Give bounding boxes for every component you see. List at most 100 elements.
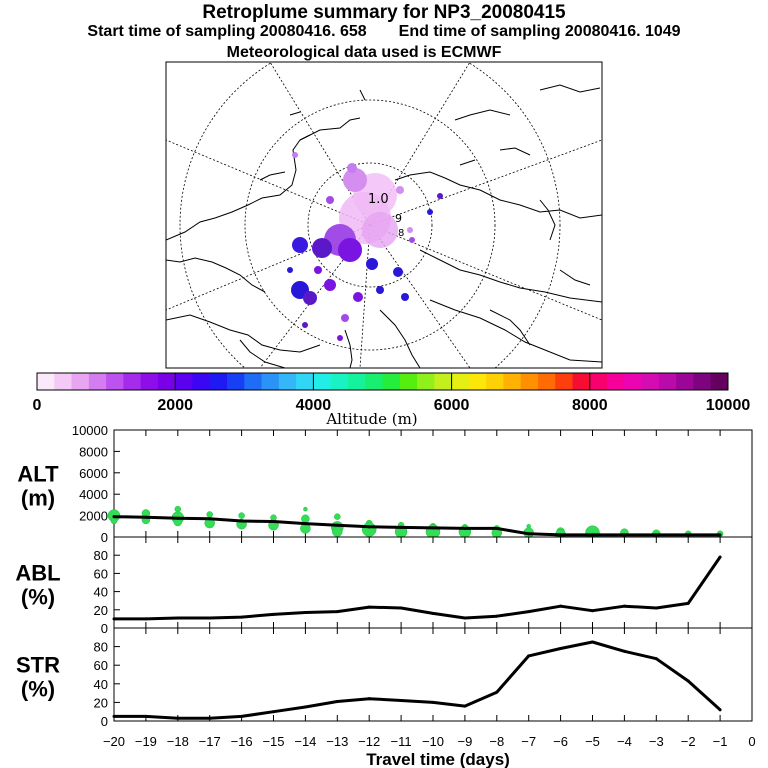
x-tick-label: −3 xyxy=(649,734,664,749)
coastlines xyxy=(166,84,602,368)
colorbar-segment xyxy=(140,373,159,390)
scatter-point xyxy=(174,505,182,513)
colorbar-segment xyxy=(503,373,522,390)
series-line xyxy=(114,556,722,621)
x-tick-label: −12 xyxy=(358,734,380,749)
x-tick-label: −8 xyxy=(489,734,504,749)
y-tick-label: 40 xyxy=(94,677,108,692)
scatter-point xyxy=(361,522,377,537)
series-point xyxy=(463,526,467,530)
y-tick-label: 60 xyxy=(94,566,108,581)
sampling-times: Start time of sampling 20080416. 658 End … xyxy=(0,23,768,41)
chart-str: 0 20 40 60 80 STR(%) xyxy=(16,627,753,729)
colorbar-segment xyxy=(676,373,694,390)
x-tick-label: −10 xyxy=(422,734,444,749)
series-point xyxy=(431,611,435,615)
series-point xyxy=(654,533,658,537)
series-point xyxy=(622,649,626,653)
series-point xyxy=(240,615,244,619)
series-point xyxy=(559,604,563,608)
series-point xyxy=(144,515,148,519)
colorbar-segment xyxy=(382,373,401,390)
series-line xyxy=(114,640,722,720)
end-time: End time of sampling 20080416. 1049 xyxy=(398,23,681,40)
colorbar-segment xyxy=(37,373,55,390)
series-point xyxy=(399,606,403,610)
series-point xyxy=(303,522,307,526)
scatter-point xyxy=(206,511,213,518)
series-point xyxy=(527,654,531,658)
series-point xyxy=(718,555,722,559)
colorbar-segment xyxy=(589,373,608,390)
colorbar-segment xyxy=(227,373,245,390)
colorbar-segment xyxy=(261,373,280,390)
series-point xyxy=(431,700,435,704)
colorbar-segment xyxy=(71,373,90,390)
series-point xyxy=(272,710,275,714)
series-point xyxy=(335,610,339,614)
series-point xyxy=(208,517,212,521)
colorbar-segment xyxy=(641,373,660,390)
x-tick-label: −14 xyxy=(294,734,316,749)
series-point xyxy=(367,525,371,529)
series-point xyxy=(686,601,690,605)
series-point xyxy=(208,616,212,620)
x-tick-label: −2 xyxy=(681,734,696,749)
colorbar-segment xyxy=(555,373,574,390)
series-point xyxy=(591,640,594,644)
x-tick-label: −20 xyxy=(103,734,125,749)
met-data-label: Meteorological data used is ECMWF xyxy=(226,44,502,61)
series-point xyxy=(463,704,467,708)
scatter-point xyxy=(332,526,343,537)
plot-frame xyxy=(113,627,753,722)
series-point xyxy=(112,515,116,519)
series-point xyxy=(208,716,212,720)
colorbar-tick-label: 0 xyxy=(33,397,42,414)
series-point xyxy=(176,616,180,620)
contour-label-3: 8 xyxy=(398,228,404,239)
series-point xyxy=(718,533,722,537)
y-tick-label: 60 xyxy=(94,658,108,673)
colorbar-segment xyxy=(157,373,176,390)
series-point xyxy=(463,616,467,620)
x-tick-label: −1 xyxy=(713,734,728,749)
y-tick-label: 4000 xyxy=(79,487,108,502)
x-tick-label: −9 xyxy=(457,734,472,749)
colorbar-segment xyxy=(468,373,487,390)
series-point xyxy=(112,617,116,621)
series-point xyxy=(527,610,531,614)
series-point xyxy=(591,533,594,537)
series-point xyxy=(144,714,148,718)
scatter-point xyxy=(238,512,245,519)
colorbar-segment xyxy=(88,373,107,390)
scatter-point xyxy=(334,513,341,520)
y-axis-label: ABL xyxy=(15,561,60,586)
series-point xyxy=(240,519,244,523)
start-time: Start time of sampling 20080416. 658 xyxy=(87,23,367,40)
x-tick-label: −6 xyxy=(553,734,568,749)
scatter-point xyxy=(303,506,308,512)
y-tick-label: 0 xyxy=(101,530,108,545)
y-tick-label: 40 xyxy=(94,585,108,600)
colorbar-segment xyxy=(106,373,124,390)
colorbar-segment xyxy=(607,373,625,390)
series-point xyxy=(654,606,658,610)
colorbar-segment xyxy=(192,373,211,390)
series-point xyxy=(527,532,531,536)
series-point xyxy=(622,604,626,608)
colorbar-segment xyxy=(175,373,193,390)
series-point xyxy=(303,611,307,615)
series-point xyxy=(495,614,499,618)
colorbar-segment xyxy=(278,373,297,390)
colorbar-segment xyxy=(54,373,73,390)
series-point xyxy=(367,697,371,701)
series-point xyxy=(686,679,690,683)
x-tick-label: −19 xyxy=(135,734,157,749)
colorbar-segment xyxy=(330,373,349,390)
colorbar-segment xyxy=(710,373,729,390)
series-point xyxy=(176,716,180,720)
contour-label-2: 9 xyxy=(395,212,402,225)
series-point xyxy=(399,525,403,529)
series-point xyxy=(686,533,690,537)
